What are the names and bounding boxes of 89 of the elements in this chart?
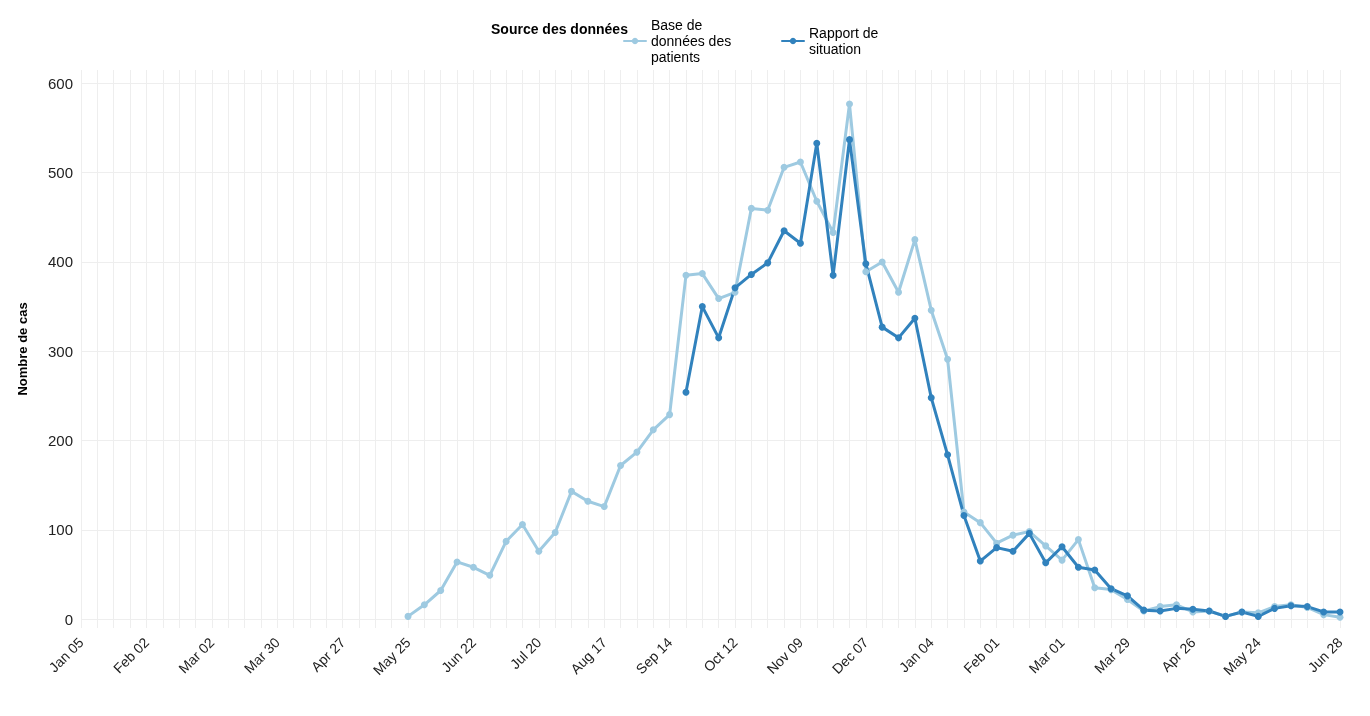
- x-tick-label: Sep 14: [632, 634, 676, 677]
- point: [862, 260, 870, 268]
- point: [944, 355, 952, 363]
- y-tick-label: 300: [47, 342, 73, 360]
- point: [518, 520, 526, 528]
- point: [878, 258, 886, 266]
- y-tick-label: 100: [47, 521, 73, 539]
- x-tick-label: Apr 26: [1158, 634, 1199, 675]
- x-tick-label: Mar 02: [175, 634, 218, 677]
- point: [502, 537, 510, 545]
- point: [715, 334, 723, 342]
- x-tick-label: May 25: [369, 634, 414, 679]
- x-tick-label: Apr 27: [307, 634, 349, 675]
- point: [1042, 559, 1050, 567]
- point: [1042, 542, 1050, 550]
- point: [911, 314, 919, 322]
- x-tick-label: Feb 01: [960, 634, 1003, 677]
- y-tick-label: 600: [47, 74, 73, 92]
- x-tick-label: Oct 12: [700, 634, 741, 675]
- y-tick-label: 500: [47, 164, 73, 182]
- point: [796, 158, 804, 166]
- point: [617, 462, 625, 470]
- x-tick-label: Mar 29: [1091, 634, 1134, 677]
- x-tick-label: Jul 20: [506, 634, 545, 673]
- point: [1074, 563, 1082, 571]
- point: [862, 268, 870, 276]
- point: [993, 544, 1001, 552]
- point: [1074, 536, 1082, 544]
- y-tick-label: 400: [47, 253, 73, 271]
- x-tick-label: Jan 05: [45, 634, 87, 676]
- legend-label: Rapport de situation: [809, 25, 883, 57]
- legend-title: Source des données: [491, 21, 629, 37]
- point: [780, 227, 788, 235]
- point: [551, 528, 559, 536]
- x-tick-label: Dec 07: [828, 634, 872, 677]
- legend-label: Base de données des patients: [651, 17, 736, 65]
- point: [1009, 547, 1017, 555]
- y-tick-label: 200: [47, 432, 73, 450]
- point: [944, 451, 952, 459]
- x-tick-label: May 24: [1220, 634, 1265, 679]
- point: [437, 587, 445, 594]
- point: [584, 497, 592, 505]
- point: [911, 236, 919, 244]
- point: [600, 503, 608, 511]
- x-tick-label: Aug 17: [567, 634, 611, 677]
- point: [780, 163, 788, 171]
- point: [813, 139, 821, 147]
- point: [404, 612, 412, 620]
- point: [747, 270, 755, 278]
- point: [764, 206, 772, 214]
- x-tick-label: Feb 02: [109, 634, 153, 677]
- x-tick-label: Nov 09: [763, 634, 807, 677]
- point: [469, 563, 477, 571]
- x-tick-label: Mar 01: [1025, 634, 1068, 677]
- y-tick-label: 0: [64, 610, 73, 628]
- point: [682, 388, 690, 396]
- point: [976, 557, 984, 565]
- point: [960, 512, 968, 520]
- x-tick-label: Jun 28: [1304, 634, 1346, 676]
- point: [1091, 584, 1099, 592]
- point: [976, 519, 984, 527]
- point: [878, 323, 886, 331]
- x-tick-label: Jan 04: [895, 634, 938, 676]
- point: [927, 306, 935, 314]
- point: [666, 411, 674, 419]
- point: [1058, 543, 1066, 551]
- point: [829, 228, 837, 236]
- point: [845, 136, 853, 144]
- x-tick-label: Jun 22: [438, 634, 480, 676]
- point: [486, 571, 494, 579]
- point: [895, 334, 903, 342]
- point: [796, 239, 804, 247]
- point: [845, 100, 853, 108]
- y-axis-title: Nombre de cas: [15, 302, 30, 396]
- point: [420, 601, 428, 609]
- point: [715, 295, 723, 303]
- point: [698, 303, 706, 311]
- x-tick-label: Mar 30: [240, 634, 284, 677]
- point: [829, 271, 837, 279]
- point: [764, 259, 772, 267]
- point: [568, 487, 576, 495]
- point: [535, 547, 543, 555]
- point: [649, 426, 657, 434]
- point: [682, 271, 690, 279]
- point: [747, 204, 755, 212]
- point: [1091, 566, 1099, 574]
- point: [698, 270, 706, 278]
- point: [927, 394, 935, 402]
- point: [813, 197, 821, 205]
